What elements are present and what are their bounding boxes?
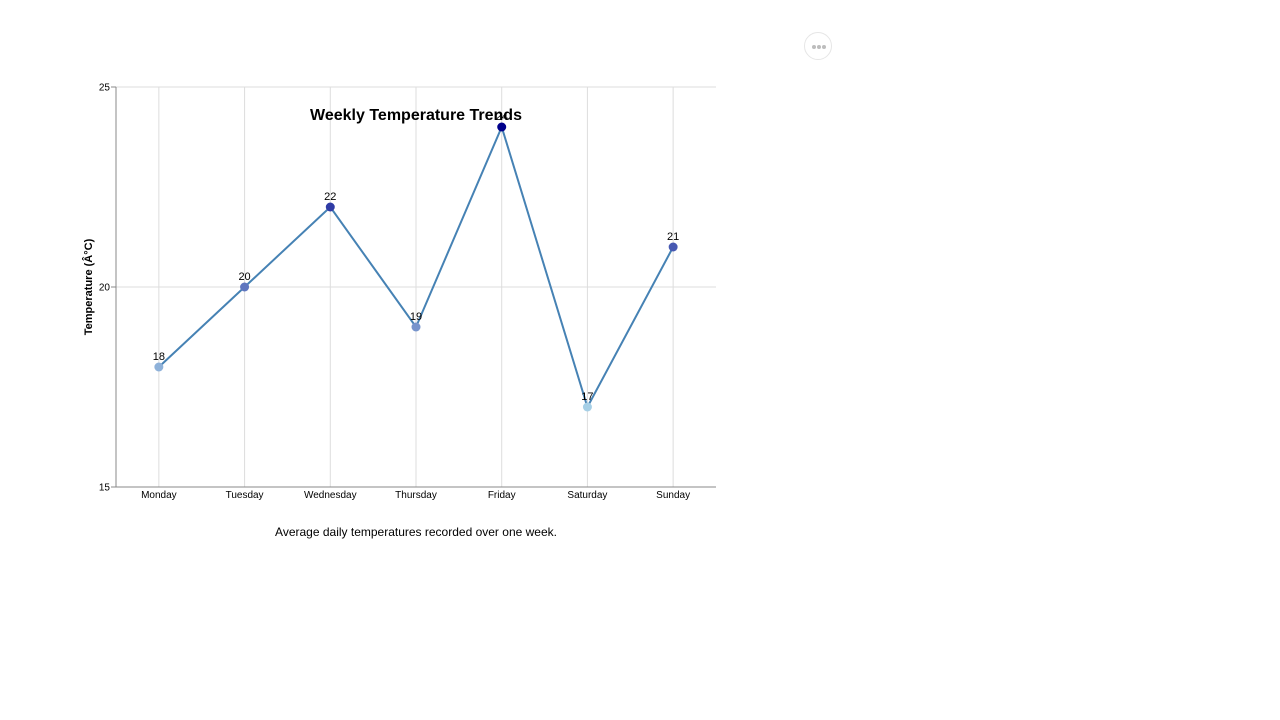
data-point[interactable]: [411, 322, 421, 332]
data-point-label: 21: [667, 231, 679, 243]
data-labels: 18 20 22 19 24 17 21: [153, 111, 680, 403]
data-points: [154, 122, 678, 412]
x-tick-label: Tuesday: [226, 490, 264, 501]
y-axis-title: Temperature (Â°C): [82, 238, 95, 335]
data-point-label: 18: [153, 351, 165, 363]
data-point-label: 19: [410, 311, 422, 323]
data-point-label: 24: [496, 111, 508, 123]
y-tick-label: 15: [99, 483, 111, 494]
grid: [116, 86, 716, 488]
x-tick-label: Saturday: [567, 490, 607, 501]
x-tick-label: Friday: [488, 490, 516, 501]
data-point[interactable]: [240, 282, 250, 292]
data-point[interactable]: [325, 202, 335, 212]
y-tick-label: 20: [99, 283, 111, 294]
data-point[interactable]: [154, 362, 164, 372]
more-horizontal-icon: [812, 45, 816, 49]
data-point-label: 22: [324, 191, 336, 203]
data-point[interactable]: [668, 242, 678, 252]
chart-caption: Average daily temperatures recorded over…: [275, 525, 557, 539]
more-horizontal-icon-dot: [817, 45, 821, 49]
x-tick-label: Thursday: [395, 490, 437, 501]
x-tick-label: Monday: [141, 490, 177, 501]
x-tick-label: Wednesday: [304, 490, 357, 501]
chart-title: Weekly Temperature Trends: [310, 107, 522, 124]
data-point-label: 17: [581, 391, 593, 403]
data-point-label: 20: [238, 271, 250, 283]
data-point[interactable]: [582, 402, 592, 412]
axes: 15 20 25 Monday Tuesday Wednesday Thursday Frid…: [99, 83, 716, 501]
y-tick-label: 25: [99, 83, 111, 94]
more-horizontal-icon-dot: [822, 45, 826, 49]
data-point[interactable]: [497, 122, 507, 132]
more-options-button[interactable]: [804, 32, 832, 60]
x-tick-label: Sunday: [656, 490, 690, 501]
